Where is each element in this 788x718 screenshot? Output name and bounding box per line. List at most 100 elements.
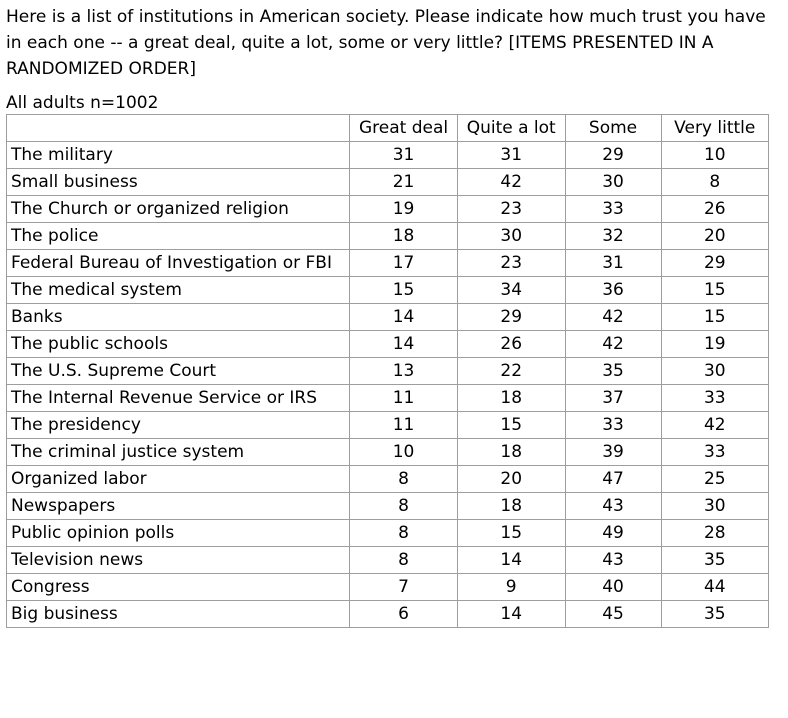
value-cell: 9 bbox=[456, 573, 566, 601]
value-cell: 42 bbox=[564, 330, 662, 358]
institution-label: The military bbox=[5, 141, 351, 169]
value-cell: 8 bbox=[349, 519, 458, 547]
value-cell: 42 bbox=[456, 168, 566, 196]
value-cell: 23 bbox=[456, 249, 566, 277]
table-row: Federal Bureau of Investigation or FBI 17… bbox=[5, 249, 770, 277]
value-cell: 34 bbox=[456, 276, 566, 304]
value-cell: 19 bbox=[349, 195, 458, 223]
value-cell: 11 bbox=[349, 411, 458, 439]
value-cell: 20 bbox=[660, 222, 770, 250]
institution-label: The criminal justice system bbox=[5, 438, 351, 466]
institution-label: The presidency bbox=[5, 411, 351, 439]
table-row: Organized labor 8 20 47 25 bbox=[5, 465, 770, 493]
value-cell: 15 bbox=[660, 276, 770, 304]
header-some: Some bbox=[564, 114, 662, 142]
value-cell: 7 bbox=[349, 573, 458, 601]
table-row: The Internal Revenue Service or IRS 11 18 3… bbox=[5, 384, 770, 412]
value-cell: 30 bbox=[660, 357, 770, 385]
value-cell: 49 bbox=[564, 519, 662, 547]
value-cell: 29 bbox=[456, 303, 566, 331]
table-row: Television news 8 14 43 35 bbox=[5, 546, 770, 574]
page: Here is a list of institutions in Americ… bbox=[5, 7, 770, 628]
value-cell: 21 bbox=[349, 168, 458, 196]
value-cell: 18 bbox=[349, 222, 458, 250]
institution-label: The public schools bbox=[5, 330, 351, 358]
value-cell: 30 bbox=[456, 222, 566, 250]
value-cell: 31 bbox=[349, 141, 458, 169]
value-cell: 47 bbox=[564, 465, 662, 493]
value-cell: 32 bbox=[564, 222, 662, 250]
value-cell: 22 bbox=[456, 357, 566, 385]
value-cell: 29 bbox=[660, 249, 770, 277]
value-cell: 31 bbox=[564, 249, 662, 277]
value-cell: 14 bbox=[349, 303, 458, 331]
table-row: Congress 7 9 40 44 bbox=[5, 573, 770, 601]
institution-label: Newspapers bbox=[5, 492, 351, 520]
value-cell: 14 bbox=[456, 546, 566, 574]
value-cell: 35 bbox=[660, 600, 770, 628]
table-row: The criminal justice system 10 18 39 33 bbox=[5, 438, 770, 466]
value-cell: 11 bbox=[349, 384, 458, 412]
value-cell: 13 bbox=[349, 357, 458, 385]
table-row: Small business 21 42 30 8 bbox=[5, 168, 770, 196]
table-row: The presidency 11 15 33 42 bbox=[5, 411, 770, 439]
value-cell: 15 bbox=[660, 303, 770, 331]
institution-label: Organized labor bbox=[5, 465, 351, 493]
value-cell: 17 bbox=[349, 249, 458, 277]
value-cell: 31 bbox=[456, 141, 566, 169]
institution-label: Banks bbox=[5, 303, 351, 331]
value-cell: 8 bbox=[660, 168, 770, 196]
value-cell: 45 bbox=[564, 600, 662, 628]
value-cell: 30 bbox=[660, 492, 770, 520]
institution-label: The Church or organized religion bbox=[5, 195, 351, 223]
value-cell: 15 bbox=[456, 519, 566, 547]
table-row: Newspapers 8 18 43 30 bbox=[5, 492, 770, 520]
value-cell: 19 bbox=[660, 330, 770, 358]
value-cell: 29 bbox=[564, 141, 662, 169]
table-row: Big business 6 14 45 35 bbox=[5, 600, 770, 628]
header-quite-a-lot: Quite a lot bbox=[456, 114, 566, 142]
table-header-row: Great deal Quite a lot Some Very little bbox=[5, 114, 770, 142]
value-cell: 18 bbox=[456, 492, 566, 520]
value-cell: 30 bbox=[564, 168, 662, 196]
value-cell: 36 bbox=[564, 276, 662, 304]
value-cell: 14 bbox=[456, 600, 566, 628]
table-row: The Church or organized religion 19 23 33 26 bbox=[5, 195, 770, 223]
value-cell: 20 bbox=[456, 465, 566, 493]
value-cell: 10 bbox=[349, 438, 458, 466]
value-cell: 25 bbox=[660, 465, 770, 493]
institution-label: Television news bbox=[5, 546, 351, 574]
institution-label: The U.S. Supreme Court bbox=[5, 357, 351, 385]
value-cell: 33 bbox=[660, 438, 770, 466]
value-cell: 42 bbox=[660, 411, 770, 439]
institution-label: Federal Bureau of Investigation or FBI bbox=[5, 249, 351, 277]
value-cell: 6 bbox=[349, 600, 458, 628]
table-row: Banks 14 29 42 15 bbox=[5, 303, 770, 331]
value-cell: 33 bbox=[564, 195, 662, 223]
table-row: The military 31 31 29 10 bbox=[5, 141, 770, 169]
value-cell: 8 bbox=[349, 465, 458, 493]
value-cell: 14 bbox=[349, 330, 458, 358]
value-cell: 37 bbox=[564, 384, 662, 412]
institution-label: The Internal Revenue Service or IRS bbox=[5, 384, 351, 412]
institution-label: Big business bbox=[5, 600, 351, 628]
value-cell: 28 bbox=[660, 519, 770, 547]
institution-label: Congress bbox=[5, 573, 351, 601]
institution-label: Small business bbox=[5, 168, 351, 196]
value-cell: 26 bbox=[660, 195, 770, 223]
value-cell: 44 bbox=[660, 573, 770, 601]
question-text: Here is a list of institutions in Americ… bbox=[6, 7, 766, 79]
table-row: The U.S. Supreme Court 13 22 35 30 bbox=[5, 357, 770, 385]
value-cell: 43 bbox=[564, 492, 662, 520]
value-cell: 39 bbox=[564, 438, 662, 466]
value-cell: 40 bbox=[564, 573, 662, 601]
institution-label: The police bbox=[5, 222, 351, 250]
value-cell: 26 bbox=[456, 330, 566, 358]
value-cell: 18 bbox=[456, 384, 566, 412]
value-cell: 8 bbox=[349, 492, 458, 520]
header-great-deal: Great deal bbox=[349, 114, 458, 142]
sample-size-label: All adults n=1002 bbox=[6, 93, 159, 113]
value-cell: 8 bbox=[349, 546, 458, 574]
value-cell: 33 bbox=[564, 411, 662, 439]
header-very-little: Very little bbox=[660, 114, 770, 142]
